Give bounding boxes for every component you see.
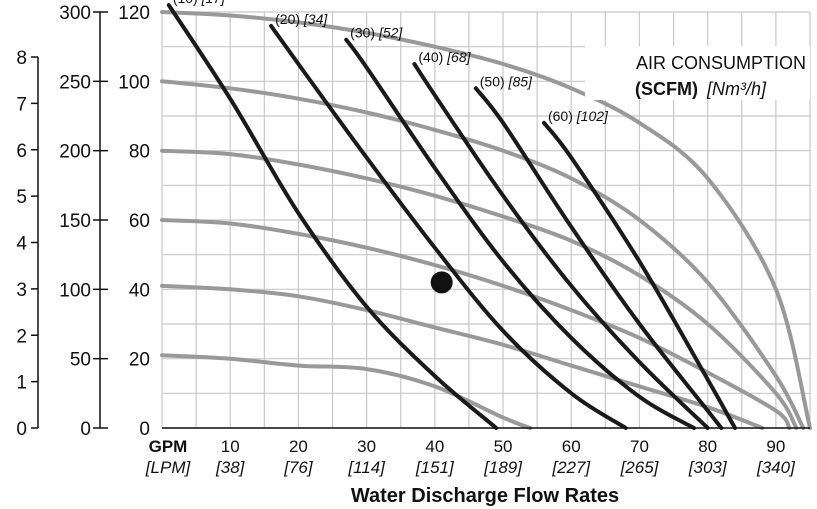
x-unit-gpm: GPM [149,437,188,456]
x-tick-label-lpm: [38] [215,458,246,477]
curves: (10) [17] (20) [34] (30) [52] (40) [68] (50)… [160,0,812,430]
y2-tick-label: 250 [59,72,91,93]
x-tick-label-lpm: [227] [551,458,591,477]
y3-tick-label: 5 [16,187,27,208]
y3-tick-label: 6 [16,141,27,162]
air-curve [166,3,499,430]
air-curve [344,37,696,430]
air-scfm-label: (20) [275,11,300,27]
air-nm3h-label: [17] [198,0,226,6]
x-tick-label-lpm: [114] [347,458,386,477]
x-unit-lpm: [LPM] [145,458,192,477]
chart-subtitle: (SCFM) [Nm³/h] [635,79,767,99]
x-tick-label-gpm: 80 [698,437,717,456]
x-tick-label-lpm: [340] [756,458,796,477]
y3-tick-label: 0 [16,419,27,440]
y-tick-label: 80 [129,142,150,163]
air-curve [412,62,710,430]
y-tick-label: 120 [118,3,150,24]
x-tick-label-gpm: 70 [630,437,649,456]
pressure-curve [160,79,806,430]
x-tick-label-lpm: [76] [283,458,314,477]
y-tick-label: 0 [139,419,150,440]
air-curve [473,86,724,430]
pressure-curve [160,148,799,430]
x-tick-label-lpm: [265] [620,458,660,477]
subtitle-bold: (SCFM) [635,79,698,99]
air-curve [269,23,628,430]
y3-tick-label: 3 [16,280,27,301]
x-tick-label-gpm: 50 [494,437,513,456]
air-curve-label: (10) [17] [173,0,226,6]
air-nm3h-label: [102] [573,108,609,124]
air-nm3h-label: [52] [375,25,403,41]
x-tick-label-gpm: 40 [425,437,444,456]
air-curve-label: (20) [34] [275,11,328,27]
air-curve-label: (30) [52] [350,25,403,41]
y2-tick-label: 300 [59,3,91,24]
x-tick-label-lpm: [303] [688,458,728,477]
y3-tick-label: 7 [16,94,27,115]
grid [161,11,811,429]
air-scfm-label: (60) [548,108,573,124]
y2-tick-label: 0 [80,419,91,440]
operating-point [430,271,453,294]
x-tick-label-gpm: 20 [289,437,308,456]
chart-title: AIR CONSUMPTION [636,53,806,73]
air-curve-label: (60) [102] [548,108,609,124]
air-nm3h-label: [34] [300,11,328,27]
x-tick-label-gpm: 30 [357,437,376,456]
pressure-curve [160,218,792,430]
y-tick-label: 100 [118,72,150,93]
x-tick-label-gpm: 90 [766,437,785,456]
y2-tick-label: 150 [59,211,91,232]
pressure-curve [160,283,765,430]
y-tick-label: 20 [129,350,150,371]
y2-tick-label: 100 [59,280,91,301]
y3-tick-label: 1 [16,373,27,394]
air-scfm-label: (10) [173,0,198,6]
y3-tick-label: 2 [16,326,27,347]
air-curve [542,120,737,430]
air-nm3h-label: [68] [443,49,471,65]
pressure-curve [160,10,812,430]
x-tick-label-gpm: 60 [562,437,581,456]
y-tick-label: 40 [129,280,150,301]
subtitle-unit: [Nm³/h] [706,79,767,99]
air-curve-label: (40) [68] [418,49,471,65]
air-scfm-label: (30) [350,25,375,41]
air-curve-label: (50) [85] [480,73,533,89]
axes: 0 20 40 60 80 100 120 0 50 100 150 200 250 300 0 1 2 3 4 5 6… [16,3,810,477]
x-tick-label-lpm: [151] [415,458,455,477]
y2-tick-label: 50 [70,350,91,371]
y2-tick-label: 200 [59,142,91,163]
x-tick-label-gpm: 10 [221,437,240,456]
y3-tick-label: 8 [16,48,27,69]
x-tick-label-lpm: [189] [483,458,523,477]
pressure-curve [160,353,533,430]
air-scfm-label: (50) [480,73,505,89]
air-scfm-label: (40) [418,49,443,65]
legend-box [585,46,810,100]
y-tick-label: 60 [129,211,150,232]
x-axis-title: Water Discharge Flow Rates [351,485,619,507]
air-nm3h-label: [85] [505,73,533,89]
y3-tick-label: 4 [16,234,27,255]
